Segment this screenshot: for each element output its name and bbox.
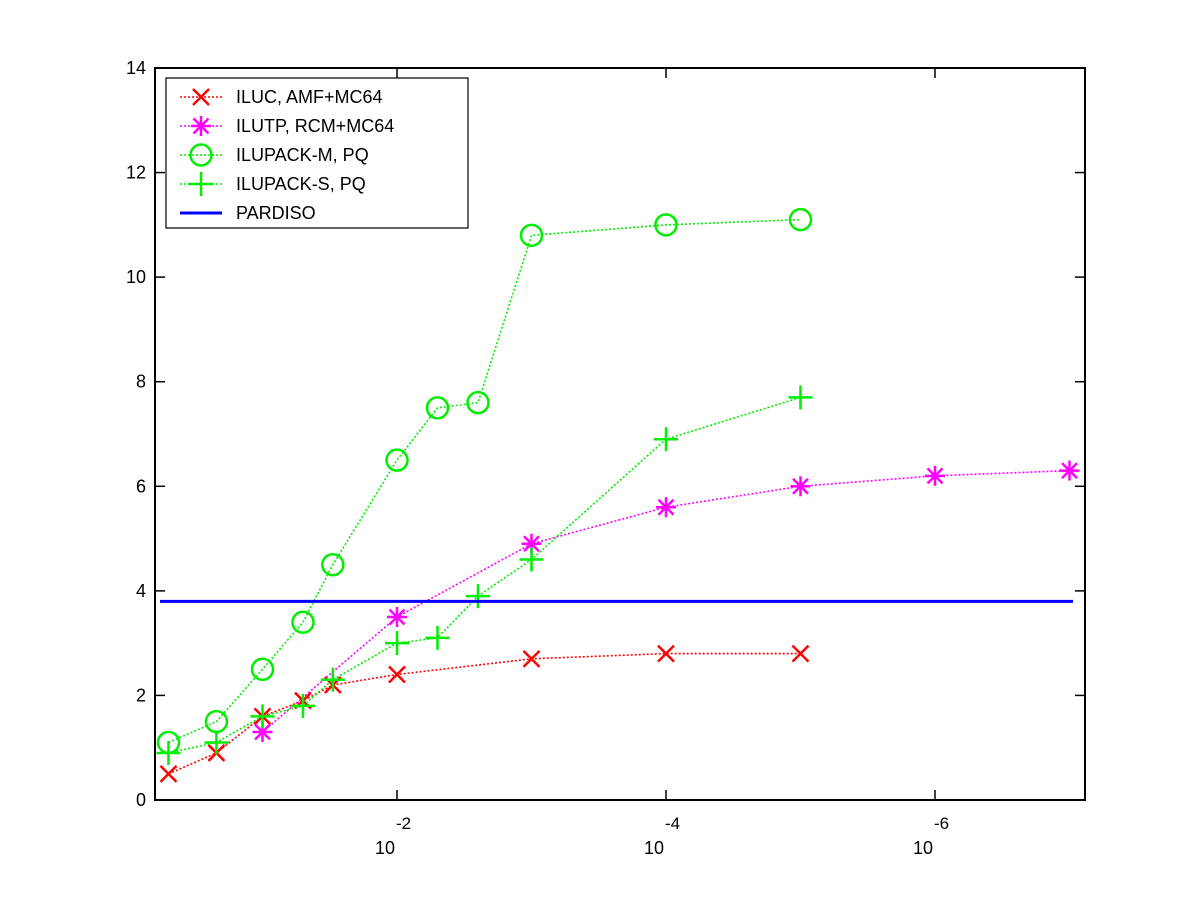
- marker-circle: [519, 223, 544, 248]
- data-point: [320, 667, 345, 692]
- data-point: [466, 390, 490, 415]
- x-tick-label-base: 10: [644, 838, 664, 858]
- data-point: [250, 657, 275, 682]
- marker-circle: [321, 552, 345, 577]
- legend-box: [165, 77, 469, 229]
- marker-circle: [291, 610, 315, 634]
- legend-label: ILUPACK-M, PQ: [236, 145, 369, 165]
- x-tick-label-exponent: -2: [396, 814, 411, 833]
- x-tick-label-exponent: -6: [934, 814, 949, 833]
- data-point: [519, 223, 544, 248]
- y-tick-label: 10: [126, 267, 146, 287]
- marker-circle: [189, 143, 213, 167]
- marker-asterisk-stroke: [926, 467, 944, 485]
- data-point: [385, 448, 409, 472]
- data-point: [788, 207, 813, 232]
- y-tick-label: 14: [126, 58, 146, 78]
- y-tick-label: 4: [136, 581, 146, 601]
- marker-x-stroke: [159, 764, 178, 783]
- y-tick-label: 6: [136, 476, 146, 496]
- data-point: [465, 584, 490, 609]
- legend-label: PARDISO: [236, 203, 316, 223]
- marker-x-stroke: [657, 644, 675, 663]
- marker-asterisk-stroke: [192, 117, 210, 135]
- y-tick-label: 0: [136, 790, 146, 810]
- marker-circle: [425, 396, 450, 420]
- data-point: [791, 644, 810, 663]
- data-point: [656, 497, 676, 518]
- marker-x-stroke: [522, 649, 541, 668]
- legend-item: ILUC, AMF+MC64: [180, 87, 383, 107]
- marker-asterisk-stroke: [657, 498, 675, 516]
- y-tick-label: 8: [136, 372, 146, 392]
- data-point: [790, 476, 811, 497]
- marker-circle: [654, 213, 678, 237]
- legend-label: ILUPACK-S, PQ: [236, 174, 366, 194]
- data-point: [204, 730, 229, 755]
- data-point: [385, 631, 409, 656]
- legend-label: ILUC, AMF+MC64: [236, 87, 383, 107]
- data-point: [387, 607, 407, 627]
- x-tick-label-base: 10: [913, 838, 933, 858]
- series-ilupack-m-pq: [156, 207, 813, 755]
- marker-circle: [385, 448, 409, 472]
- marker-asterisk-stroke: [523, 535, 540, 553]
- marker-x-stroke: [791, 644, 810, 663]
- data-point: [321, 552, 345, 577]
- legend: ILUC, AMF+MC64 ILUTP, RCM+MC64 ILUPACK-M, …: [165, 77, 469, 229]
- data-point: [291, 610, 315, 634]
- data-point: [250, 704, 275, 729]
- data-point: [657, 644, 675, 663]
- series-layer: [156, 207, 1080, 783]
- marker-x-stroke: [192, 88, 210, 106]
- y-tick-label: 12: [126, 163, 146, 183]
- x-tick-label-exponent: -4: [665, 814, 680, 833]
- data-point: [388, 665, 406, 684]
- marker-asterisk-stroke: [1061, 462, 1078, 479]
- axes-box: [154, 67, 1086, 801]
- data-point: [654, 213, 678, 237]
- series-ilutp-rcm-mc64: [252, 460, 1080, 743]
- data-point: [290, 693, 315, 718]
- data-point: [425, 625, 450, 650]
- marker-circle: [250, 657, 275, 682]
- marker-circle: [466, 390, 490, 415]
- data-point: [1059, 460, 1080, 481]
- data-point: [522, 649, 541, 668]
- legend-item: ILUPACK-M, PQ: [180, 143, 369, 167]
- data-point: [519, 547, 544, 572]
- legend-item: PARDISO: [180, 203, 316, 223]
- data-point: [925, 465, 945, 486]
- x-tick-label-base: 10: [375, 838, 395, 858]
- legend-item: ILUPACK-S, PQ: [180, 172, 366, 196]
- data-point: [156, 740, 181, 765]
- data-point: [788, 385, 813, 410]
- legend-item: ILUTP, RCM+MC64: [180, 116, 394, 136]
- data-point: [654, 427, 678, 452]
- data-point: [159, 764, 178, 783]
- marker-asterisk-stroke: [254, 723, 271, 741]
- data-point: [425, 396, 450, 420]
- series-ilupack-s-pq: [156, 385, 813, 765]
- marker-circle: [788, 207, 813, 232]
- marker-asterisk-stroke: [792, 477, 809, 495]
- marker-asterisk-stroke: [388, 608, 406, 626]
- y-tick-label: 2: [136, 685, 146, 705]
- marker-x-stroke: [388, 665, 406, 684]
- legend-label: ILUTP, RCM+MC64: [236, 116, 394, 136]
